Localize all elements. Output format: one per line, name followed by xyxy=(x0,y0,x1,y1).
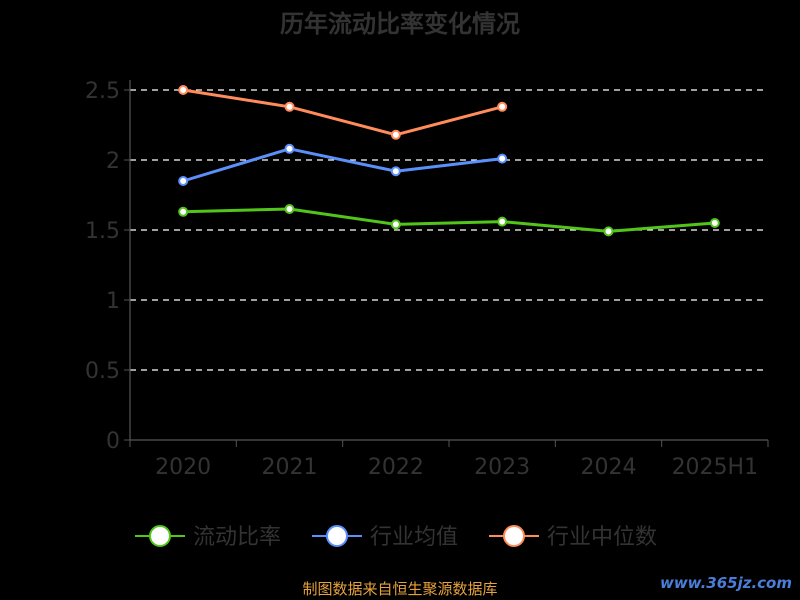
x-tick-label: 2022 xyxy=(368,455,424,480)
data-point xyxy=(497,216,508,227)
data-point xyxy=(390,219,401,230)
data-point xyxy=(390,166,401,177)
data-source-note: 制图数据来自恒生聚源数据库 xyxy=(302,580,498,598)
legend-label: 流动比率 xyxy=(193,525,281,550)
data-point xyxy=(178,206,189,217)
grid-lines xyxy=(130,89,768,371)
legend: 流动比率 行业均值 行业中位数 xyxy=(135,525,657,550)
x-axis-ticks: 2020 2021 2022 2023 2024 2025H1 xyxy=(155,455,758,480)
legend-item-1: 流动比率 xyxy=(135,525,281,550)
data-point xyxy=(178,176,189,186)
legend-label: 行业均值 xyxy=(370,525,458,550)
data-point xyxy=(603,226,614,237)
axes xyxy=(124,80,769,447)
data-point xyxy=(497,101,508,112)
y-tick-label: 1 xyxy=(106,289,120,314)
x-tick-label: 2023 xyxy=(474,455,530,480)
legend-marker xyxy=(149,525,171,547)
data-point xyxy=(284,204,295,214)
x-tick-label: 2020 xyxy=(155,455,211,480)
data-point xyxy=(390,129,401,140)
y-tick-label: 2.5 xyxy=(85,79,120,104)
chart-title: 历年流动比率变化情况 xyxy=(280,10,520,38)
y-tick-label: 2 xyxy=(106,149,120,174)
data-point xyxy=(497,153,508,164)
legend-marker xyxy=(503,525,525,547)
watermark: www.365jz.com xyxy=(659,574,792,592)
series-layer xyxy=(178,85,720,237)
y-axis-ticks: 0 0.5 1 1.5 2 2.5 xyxy=(85,79,120,454)
data-point xyxy=(284,143,295,154)
series-line-1 xyxy=(183,207,715,233)
y-tick-label: 1.5 xyxy=(85,219,120,244)
y-tick-label: 0.5 xyxy=(85,359,120,384)
data-point xyxy=(709,218,720,228)
legend-marker xyxy=(326,525,348,547)
series-line-2 xyxy=(182,147,503,183)
legend-item-3: 行业中位数 xyxy=(489,525,657,550)
legend-item-2: 行业均值 xyxy=(312,525,458,550)
legend-label: 行业中位数 xyxy=(547,525,657,550)
data-point xyxy=(178,85,189,95)
x-tick-label: 2021 xyxy=(262,455,318,480)
x-tick-label: 2024 xyxy=(581,455,637,480)
y-tick-label: 0 xyxy=(106,429,120,454)
series-line-3 xyxy=(182,88,503,137)
x-tick-label: 2025H1 xyxy=(672,455,759,480)
data-point xyxy=(284,101,295,112)
